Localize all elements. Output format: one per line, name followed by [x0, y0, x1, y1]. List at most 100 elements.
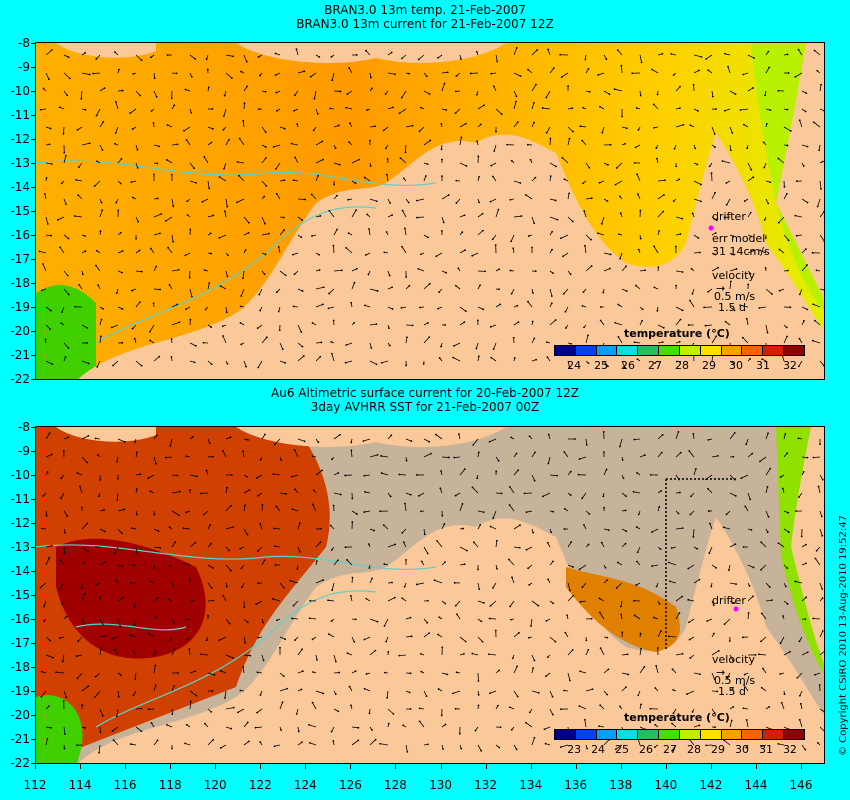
current-arrow	[549, 67, 555, 74]
current-arrow	[81, 360, 89, 364]
current-arrow	[639, 648, 642, 656]
current-arrow-head	[354, 618, 357, 621]
current-arrow-head	[786, 144, 789, 147]
current-arrow-head	[52, 656, 54, 659]
current-arrow-head	[440, 714, 443, 717]
colorbar-swatch	[763, 346, 785, 355]
current-arrow-head	[50, 49, 53, 52]
current-arrow-head	[603, 506, 605, 509]
current-arrow-head	[812, 456, 815, 459]
current-arrow-head	[84, 727, 86, 729]
current-arrow-head	[692, 535, 695, 538]
current-arrow	[171, 510, 180, 516]
current-arrow-head	[679, 318, 682, 321]
current-arrow	[584, 245, 587, 254]
current-arrow	[489, 438, 497, 443]
current-arrow-head	[46, 222, 49, 225]
current-arrow-head	[232, 55, 235, 58]
current-arrow-head	[547, 462, 550, 465]
current-arrow-head	[130, 581, 132, 584]
current-vectors	[38, 47, 824, 370]
current-arrow	[747, 612, 750, 620]
current-arrow	[799, 120, 803, 128]
current-arrow	[171, 143, 178, 146]
current-arrow-head	[749, 211, 752, 214]
current-arrow-head	[276, 619, 278, 622]
current-arrow-head	[436, 540, 439, 542]
current-arrow-head	[551, 695, 554, 698]
current-arrow-head	[465, 165, 468, 167]
current-arrow-head	[766, 486, 769, 488]
current-arrow	[621, 653, 628, 656]
xtick-label: 144	[744, 778, 768, 792]
current-arrow	[115, 101, 119, 110]
current-arrow-head	[497, 704, 499, 707]
current-arrow-head	[81, 587, 83, 590]
current-arrow-head	[77, 640, 79, 643]
current-arrow-head	[625, 265, 628, 268]
current-arrow-head	[800, 535, 803, 538]
current-arrow-head	[291, 617, 293, 620]
current-arrow-head	[375, 323, 378, 326]
current-arrow	[273, 144, 281, 148]
current-arrow-head	[741, 336, 744, 339]
current-arrow-head	[818, 149, 820, 152]
current-arrow-head	[170, 173, 173, 176]
current-arrow-head	[398, 112, 401, 115]
current-arrow-head	[488, 440, 491, 443]
current-arrow-head	[129, 634, 132, 637]
current-arrow-head	[420, 560, 423, 563]
current-arrow	[274, 744, 281, 747]
current-arrow-head	[365, 49, 367, 52]
current-arrow-head	[44, 338, 47, 341]
current-arrow-head	[165, 158, 168, 161]
current-arrow-head	[714, 232, 717, 234]
current-arrow	[225, 564, 232, 571]
current-arrow-head	[263, 433, 266, 436]
current-arrow-head	[391, 581, 393, 584]
current-arrow	[315, 159, 324, 164]
current-arrow-head	[150, 722, 153, 724]
current-arrow-head	[533, 736, 536, 739]
current-arrow-head	[311, 322, 314, 324]
current-arrow-head	[794, 75, 797, 78]
current-arrow	[549, 319, 556, 326]
current-arrow	[693, 725, 700, 728]
current-arrow-head	[178, 490, 181, 493]
current-arrow-head	[444, 602, 447, 605]
current-arrow-head	[183, 129, 185, 132]
current-arrow-head	[153, 173, 155, 176]
current-arrow-head	[425, 695, 428, 698]
current-arrow-head	[301, 648, 303, 651]
current-arrow-head	[364, 304, 366, 307]
current-arrow-head	[114, 132, 117, 134]
current-arrow-head	[38, 250, 41, 253]
current-arrow	[153, 546, 161, 549]
xtick-label: 124	[293, 778, 317, 792]
current-arrow-head	[789, 130, 792, 132]
current-arrow-head	[258, 108, 260, 111]
current-arrow-head	[337, 124, 340, 127]
current-arrow-head	[709, 522, 711, 525]
current-arrow	[783, 126, 791, 132]
bottom-ytick-mark	[31, 499, 35, 500]
top-ytick-label: -19	[10, 300, 30, 314]
current-arrow-head	[45, 514, 48, 517]
current-arrow	[567, 649, 573, 656]
current-arrow-head	[96, 365, 99, 368]
current-arrow-head	[64, 531, 66, 534]
current-arrow-head	[556, 474, 559, 477]
current-arrow-head	[461, 503, 464, 505]
current-arrow-head	[639, 209, 642, 212]
current-arrow-head	[103, 87, 106, 90]
current-arrow-head	[259, 74, 261, 77]
current-arrow-head	[433, 579, 436, 582]
current-arrow	[225, 707, 234, 710]
current-arrow	[134, 672, 137, 680]
current-arrow-head	[175, 72, 178, 75]
current-arrow-head	[815, 269, 818, 272]
current-arrow-head	[526, 143, 529, 146]
current-arrow	[387, 708, 394, 715]
current-arrow-head	[60, 477, 63, 480]
current-arrow	[225, 487, 228, 494]
